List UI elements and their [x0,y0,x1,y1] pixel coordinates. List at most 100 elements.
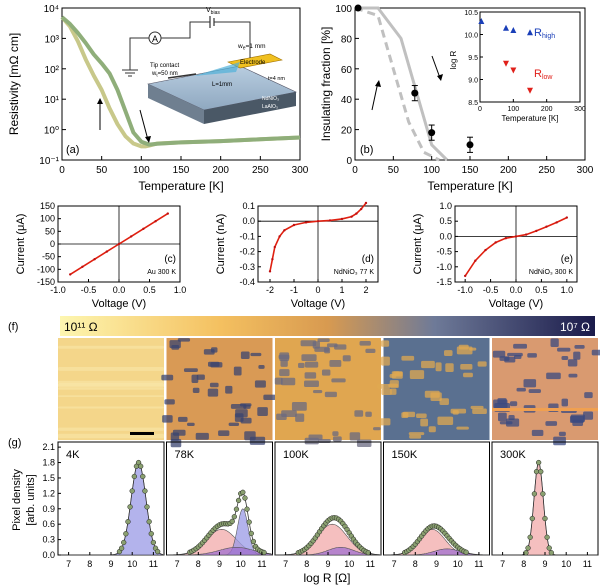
panel-b-arrow-up [371,81,379,111]
iv-ytick-label: 150 [40,201,55,211]
map-domain [263,394,276,400]
map-domain [162,415,173,423]
map-domain [183,368,198,373]
map-domain [424,390,440,398]
hist-point [123,531,129,537]
map-domain [381,388,392,395]
map-domain [408,432,425,436]
map-domain [557,347,571,352]
iv-ytick-label: 0.5 [439,216,452,226]
map-domain [546,372,561,380]
inset-xlabel: Temperature [K] [502,114,559,123]
panel-a-xtick-label: 300 [292,165,309,176]
iv-ytick-label: -0.4 [239,277,255,287]
hist-xlabel: log R [Ω] [304,571,351,585]
map-domain [568,373,578,378]
map-domain [324,391,337,398]
iv-point [463,274,467,278]
map-domain [504,356,516,363]
hist-point [121,539,127,546]
panel-f-tag: (f) [8,321,18,333]
map-domain [409,434,422,439]
iv-ytick-label: 0.0 [242,216,255,226]
iv-xtick-label: 0.0 [510,285,523,295]
panel-b-inset: 8.5 9.0 9.5 10.0 10.5 0 100 200 300 Temperature… [449,10,586,123]
hist-xtick-label: 10 [127,559,137,569]
map-domain [567,359,578,367]
scale-bar [130,432,154,435]
map-domain [439,398,449,405]
map-domain [324,347,331,354]
inset-point-rhigh [503,24,509,31]
iv-point [271,258,274,261]
inset-ytick-label: 9.5 [468,55,478,62]
map-domain [391,371,403,379]
inset-xtick-label: 200 [541,106,553,113]
panel-b-xtick-label: 150 [462,165,479,176]
iv-point [105,250,109,253]
map-domain [332,436,342,442]
iv-point [545,225,548,228]
iv-ytick-label: -0.5 [436,247,452,257]
map-domain [443,350,453,356]
iv-xlabel: Voltage (V) [92,298,146,310]
map-150K [383,338,490,440]
map-domain [304,437,319,445]
colorbar-gradient [60,316,595,336]
hist-point [127,504,133,510]
map-domain [463,372,473,378]
hist-total [58,461,164,556]
panel-a-xlabel: Temperature [K] [138,179,223,193]
hist-ylabel-2: [arb. units] [25,474,37,525]
iv-point [154,220,157,223]
inset-ytick-label: 10.0 [464,33,478,40]
map-domain [477,361,487,367]
iv-ytick-label: 1.0 [439,201,452,211]
iv-ytick-label: 0 [50,239,55,249]
map-domain [507,352,523,357]
tip-contact [167,73,197,79]
iv-ytick-label: -100 [37,264,55,274]
iv-point [340,217,344,221]
iv-point [278,235,281,238]
wire-right [214,21,251,58]
map-domain [450,408,467,414]
map-domain [203,349,215,355]
hist-xtick-label: 9 [542,559,547,569]
map-domain [508,414,515,421]
inset-point-rhigh [478,18,485,24]
hist-point [148,531,154,537]
panel-b-ytick-label: 100 [335,4,352,15]
hist-point [144,504,150,510]
panel-b-arrowhead-down [437,74,443,81]
map-domain [210,362,223,368]
iv-point [364,201,368,205]
map-domain [528,389,541,394]
hist-xtick-label: 7 [175,559,180,569]
hist-point [244,506,250,512]
panel-a-arrowhead-down [145,136,151,143]
iv-xtick-label: 0.0 [113,285,126,295]
panel-b-curve-solid [355,6,449,162]
hist-xtick-label: 8 [521,559,526,569]
hist-point [154,548,161,555]
map-domain [574,344,585,349]
device-schematic: A Vbias we=1 mm Electrode Tip contact wt… [122,7,297,124]
ammeter [148,31,162,45]
iv-xtick-label: -0.5 [81,285,97,295]
map-domain [58,406,164,409]
hist-xtick-label: 8 [304,559,309,569]
colorbar-low-label: 10¹¹ Ω [64,320,98,334]
hist-label: 150K [392,449,418,461]
hist-point [525,545,531,551]
map-domain [304,361,319,368]
hist-point [531,491,538,497]
film-label: NdNiO₃ [262,96,279,102]
hist-xtick-label: 7 [392,559,397,569]
map-domain [329,359,342,367]
panel-b-ytick-label: 80 [341,34,353,45]
panel-b-ytick-label: 40 [341,95,353,106]
iv-point [292,223,296,227]
iv-ytick-label: -50 [42,252,55,262]
